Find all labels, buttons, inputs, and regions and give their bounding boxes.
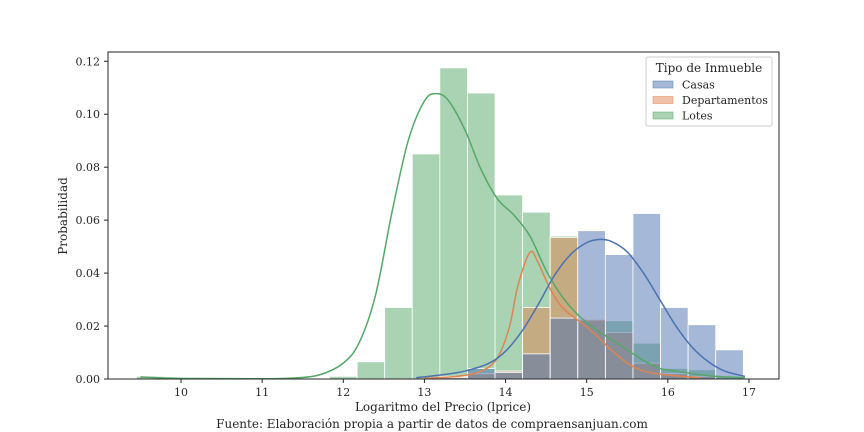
figure-caption: Fuente: Elaboración propia a partir de d…	[216, 417, 648, 431]
bar-casas-18	[632, 213, 661, 380]
legend-swatch-departamentos	[652, 96, 674, 104]
y-tick-label: 0.12	[76, 55, 101, 68]
legend-label-departamentos: Departamentos	[682, 94, 768, 107]
y-tick-label: 0.06	[76, 214, 101, 227]
bar-casas-15	[549, 317, 579, 380]
x-tick-label: 16	[661, 386, 675, 399]
x-axis-ticks: 10 11 12 13 14 15 16 17	[174, 379, 756, 399]
y-tick-label: 0.04	[76, 267, 101, 280]
bars-layer	[135, 67, 744, 380]
bar-casas-21	[715, 349, 744, 380]
legend: Tipo de Inmueble Casas Departamentos Lotes	[645, 56, 773, 127]
y-tick-label: 0.00	[76, 373, 101, 386]
y-axis-ticks: 0.00 0.02 0.04 0.06 0.08 0.10 0.12	[76, 55, 108, 386]
bar-lotes-9	[384, 307, 413, 380]
legend-box	[645, 56, 773, 127]
x-tick-label: 15	[580, 386, 594, 399]
bar-lotes-10	[411, 153, 441, 380]
bar-casas-20	[687, 324, 717, 380]
y-tick-label: 0.10	[76, 108, 101, 121]
legend-title: Tipo de Inmueble	[656, 61, 762, 75]
legend-label-lotes: Lotes	[682, 110, 713, 123]
bar-lotes-13	[494, 194, 524, 380]
bar-casas-16	[577, 230, 606, 380]
legend-label-casas: Casas	[682, 79, 715, 92]
bar-casas-19	[660, 307, 689, 380]
x-tick-label: 13	[417, 386, 431, 399]
legend-items: Casas Departamentos Lotes	[652, 79, 768, 123]
x-axis-label: Logaritmo del Precio (lprice)	[355, 400, 531, 414]
kde-layer	[140, 92, 746, 380]
bar-casas-13	[494, 371, 524, 380]
legend-swatch-casas	[652, 80, 674, 89]
bar-casas-14	[522, 353, 551, 380]
x-tick-label: 10	[174, 386, 188, 399]
bar-lotes-11	[439, 67, 468, 380]
x-tick-label: 12	[336, 386, 350, 399]
y-tick-label: 0.02	[76, 320, 101, 333]
bar-lotes-8	[356, 361, 386, 380]
y-axis-label: Probabilidad	[56, 177, 70, 255]
x-tick-label: 17	[742, 386, 756, 399]
bar-casas-17	[604, 254, 634, 380]
y-tick-label: 0.08	[76, 161, 101, 174]
x-tick-label: 11	[255, 386, 269, 399]
kde-line-lotes	[140, 92, 745, 380]
kde-line-departamentos	[424, 250, 701, 379]
plot-frame	[107, 51, 780, 380]
kde-line-casas	[416, 238, 746, 379]
bar-lotes-12	[467, 92, 496, 380]
x-tick-label: 14	[499, 386, 513, 399]
legend-swatch-lotes	[652, 111, 674, 120]
